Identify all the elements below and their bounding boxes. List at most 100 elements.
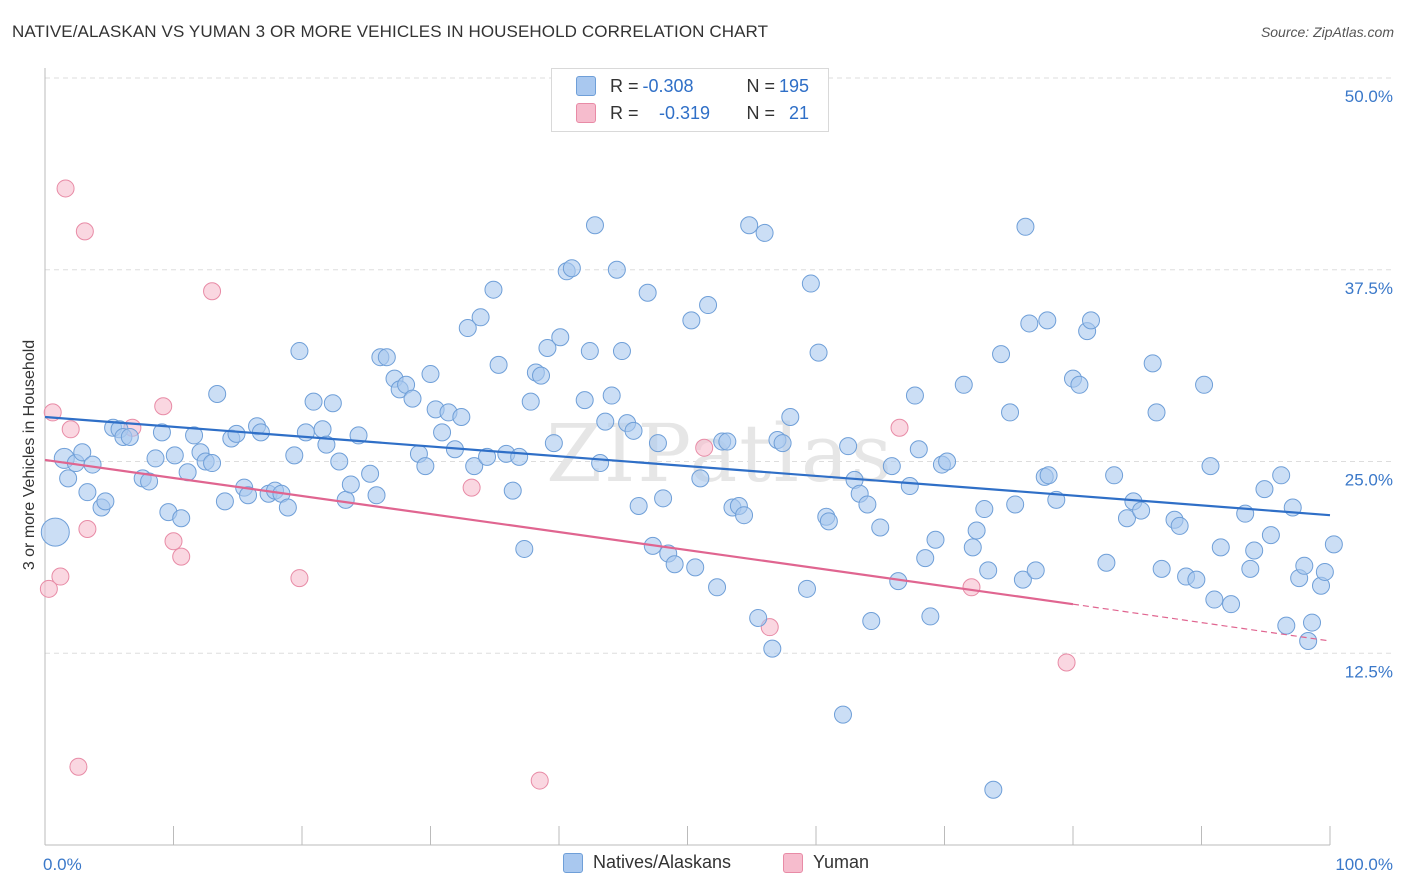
y-tick-label: 25.0% (1345, 471, 1393, 490)
natives-point (718, 432, 737, 451)
natives-point (654, 489, 673, 508)
legend-row-natives: R = -0.308 N = 195 (576, 74, 809, 98)
natives-point (871, 518, 890, 537)
natives-point (1211, 538, 1230, 557)
yuman-point (462, 478, 481, 497)
bottom-legend-swatch-natives (563, 852, 583, 873)
legend-swatch-yuman (576, 103, 596, 123)
yuman-point (172, 547, 191, 566)
x-tick-label-min: 0.0% (43, 855, 82, 874)
natives-point (172, 509, 191, 528)
natives-point (909, 440, 928, 459)
natives-point (1132, 501, 1151, 520)
natives-point (484, 280, 503, 299)
yuman-point (78, 519, 97, 538)
natives-points (40, 216, 1343, 799)
yuman-trend-line-extension (1072, 603, 1331, 642)
bottom-legend-label-yuman: Yuman (813, 852, 870, 872)
source-label: Source: ZipAtlas.com (1260, 24, 1394, 40)
natives-point (458, 319, 477, 338)
natives-point (1081, 311, 1100, 330)
natives-point (916, 549, 935, 568)
natives-point (503, 481, 522, 500)
legend-n-value: 21 (789, 102, 810, 123)
natives-point (763, 639, 782, 658)
natives-point (278, 498, 297, 517)
natives-point (421, 365, 440, 384)
bottom-legend-label-natives: Natives/Alaskans (593, 852, 732, 872)
natives-point (638, 283, 657, 302)
natives-point (538, 338, 557, 357)
legend-r-label: R = (610, 75, 639, 96)
natives-point (1187, 570, 1206, 589)
axes (44, 68, 1331, 846)
natives-point (551, 328, 570, 347)
natives-point (416, 457, 435, 476)
bottom-legend-natives: Natives/Alaskans (563, 852, 731, 873)
natives-point (1147, 403, 1166, 422)
natives-point (1097, 553, 1116, 572)
natives-point (1020, 314, 1039, 333)
yuman-point (61, 420, 80, 439)
natives-point (323, 394, 342, 413)
natives-point (78, 483, 97, 502)
natives-point (215, 492, 234, 511)
yuman-point (1057, 653, 1076, 672)
natives-point (954, 375, 973, 394)
natives-point (900, 477, 919, 496)
natives-point (208, 385, 227, 404)
natives-point (682, 311, 701, 330)
legend: R = -0.308 N = 195 R = -0.319 N = 21 (551, 68, 829, 132)
natives-point (858, 495, 877, 514)
natives-trend-line (44, 415, 1331, 517)
natives-point (361, 464, 380, 483)
natives-point (489, 355, 508, 374)
natives-point (478, 447, 497, 466)
natives-point (1245, 541, 1264, 560)
natives-point (515, 539, 534, 558)
yuman-point (530, 771, 549, 790)
natives-point (1170, 516, 1189, 535)
natives-point (1261, 526, 1280, 545)
natives-point (1324, 535, 1343, 554)
natives-point (938, 452, 957, 471)
natives-point (1117, 509, 1136, 528)
yuman-point (164, 532, 183, 551)
natives-point (290, 342, 309, 361)
natives-point (1201, 457, 1220, 476)
natives-point (1272, 466, 1291, 485)
natives-point (1241, 559, 1260, 578)
yuman-trend-line (44, 458, 1074, 606)
natives-point (612, 342, 631, 361)
natives-point (377, 348, 396, 367)
natives-point (317, 435, 336, 454)
natives-point (1026, 561, 1045, 580)
legend-r-label: R = (610, 102, 639, 123)
natives-point (285, 446, 304, 465)
natives-point (905, 386, 924, 405)
natives-point (580, 342, 599, 361)
natives-point (465, 457, 484, 476)
natives-point (975, 500, 994, 519)
natives-point (1013, 570, 1032, 589)
natives-point (1152, 559, 1171, 578)
natives-point (585, 216, 604, 235)
trend-lines (44, 415, 1331, 642)
natives-point (165, 446, 184, 465)
yuman-point (890, 418, 909, 437)
natives-point (140, 472, 159, 491)
natives-point (602, 386, 621, 405)
natives-point (336, 490, 355, 509)
natives-point (575, 391, 594, 410)
natives-point-cluster (40, 517, 70, 547)
natives-point (591, 454, 610, 473)
natives-point (73, 443, 92, 462)
natives-point (1070, 375, 1089, 394)
natives-point (1016, 217, 1035, 236)
natives-point (1038, 311, 1057, 330)
natives-point (59, 469, 78, 488)
natives-point (120, 427, 139, 446)
natives-point (801, 274, 820, 293)
natives-point (833, 705, 852, 724)
natives-point (629, 496, 648, 515)
